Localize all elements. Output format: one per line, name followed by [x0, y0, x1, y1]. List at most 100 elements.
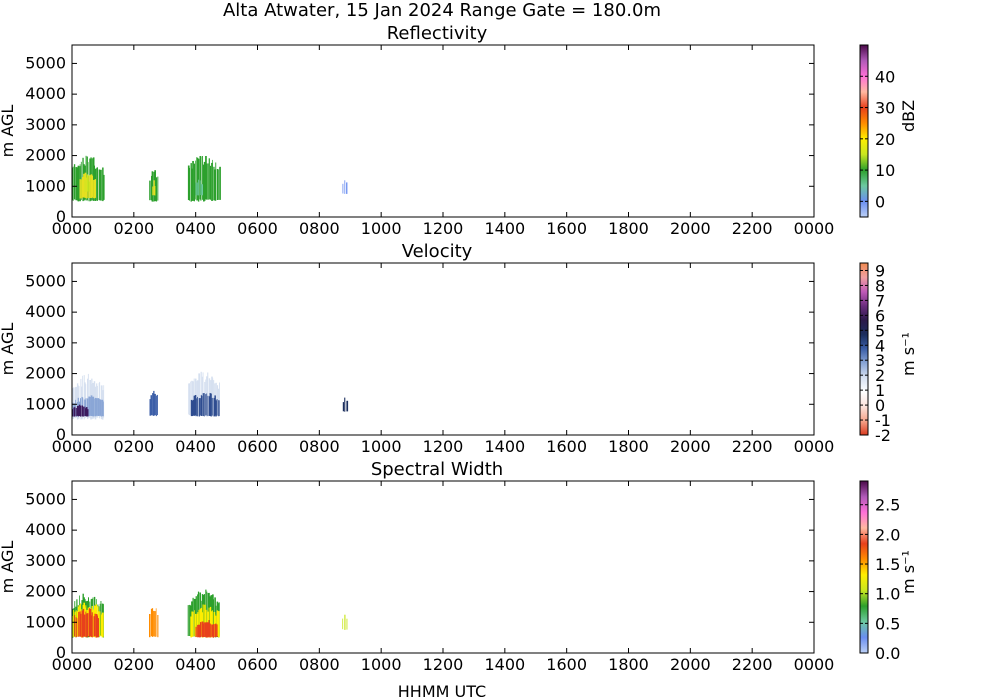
echo-stroke — [155, 608, 157, 637]
echo-layer — [72, 589, 348, 638]
echo-stroke — [75, 408, 77, 417]
echo-stroke — [93, 179, 96, 199]
y-tick-label: 3000 — [25, 115, 66, 134]
echo-stroke — [200, 622, 202, 638]
echo-stroke — [76, 383, 79, 420]
echo-stroke — [199, 398, 201, 416]
echo-stroke — [205, 394, 206, 416]
echo-stroke — [216, 624, 218, 637]
echo-stroke — [207, 372, 209, 417]
x-tick-label: 1600 — [546, 437, 587, 456]
echo-stroke — [212, 624, 214, 638]
echo-stroke — [191, 380, 193, 416]
echo-stroke — [189, 604, 191, 636]
echo-stroke — [195, 160, 196, 200]
figure-xlabel: HHMM UTC — [398, 682, 486, 700]
y-tick-label: 1000 — [25, 176, 66, 195]
echo-stroke — [100, 601, 102, 636]
echo-stroke — [89, 175, 91, 199]
echo-stroke — [201, 621, 204, 638]
y-tick-label: 0 — [56, 425, 66, 444]
echo-stroke — [149, 399, 151, 416]
x-tick-label: 1600 — [546, 219, 587, 238]
echo-stroke — [188, 383, 191, 416]
echo-stroke — [192, 381, 194, 415]
echo-stroke — [97, 167, 98, 201]
echo-stroke — [83, 173, 85, 198]
echo-stroke — [218, 400, 219, 417]
echo-stroke — [86, 174, 89, 192]
x-tick-label: 1800 — [608, 437, 649, 456]
echo-stroke — [154, 611, 156, 637]
echo-stroke — [152, 186, 154, 196]
echo-stroke — [149, 180, 151, 201]
echo-stroke — [190, 399, 193, 417]
echo-stroke — [156, 394, 158, 416]
echo-stroke — [87, 398, 89, 417]
colorbar-tick-label: 3 — [875, 351, 885, 370]
echo-stroke — [187, 605, 189, 636]
echo-stroke — [218, 613, 220, 638]
echo-stroke — [75, 386, 77, 418]
echo-stroke — [191, 168, 193, 201]
echo-stroke — [208, 620, 210, 637]
colorbar-tick-label: 1.0 — [875, 585, 900, 604]
y-axis-label: m AGL — [0, 541, 17, 594]
echo-stroke — [74, 406, 76, 417]
echo-stroke — [94, 179, 96, 198]
x-tick-label: 1000 — [361, 655, 402, 674]
x-tick-label: 0400 — [175, 437, 216, 456]
panel-title: Reflectivity — [387, 23, 488, 44]
colorbar-tick-label: 2.0 — [875, 525, 900, 544]
echo-stroke — [103, 385, 105, 418]
echo-stroke — [85, 177, 88, 199]
echo-stroke — [90, 174, 93, 198]
colorbar-tick-label: 9 — [875, 261, 885, 280]
echo-stroke — [78, 406, 80, 417]
echo-stroke — [193, 163, 195, 202]
echo-stroke — [101, 399, 104, 417]
echo-stroke — [219, 382, 220, 416]
echo-stroke — [344, 180, 346, 194]
echo-stroke — [212, 599, 214, 636]
echo-stroke — [76, 611, 79, 637]
echo-stroke — [199, 180, 201, 195]
echo-stroke — [85, 611, 87, 637]
echo-stroke — [92, 396, 95, 417]
echo-stroke — [154, 393, 156, 416]
echo-stroke — [203, 622, 205, 638]
echo-stroke — [200, 607, 202, 637]
echo-stroke — [87, 373, 89, 418]
y-tick-label: 4000 — [25, 302, 66, 321]
echo-stroke — [191, 611, 193, 637]
x-tick-label: 0200 — [113, 437, 154, 456]
y-tick-label: 2000 — [25, 146, 66, 165]
echo-stroke — [202, 156, 203, 200]
echo-stroke — [207, 395, 209, 416]
echo-stroke — [211, 162, 213, 201]
x-tick-label: 1200 — [423, 219, 464, 238]
colorbar-tick-label: 2.5 — [875, 496, 900, 515]
colorbar-tick-label: 6 — [875, 306, 885, 325]
echo-stroke — [73, 164, 76, 200]
echo-stroke — [150, 608, 153, 637]
echo-stroke — [81, 610, 84, 638]
echo-stroke — [81, 405, 83, 417]
echo-stroke — [201, 395, 203, 416]
echo-stroke — [91, 397, 93, 416]
y-tick-label: 0 — [56, 207, 66, 226]
x-tick-label: 1000 — [361, 219, 402, 238]
x-tick-label: 0000 — [52, 437, 93, 456]
y-tick-label: 1000 — [25, 612, 66, 631]
echo-stroke — [95, 614, 98, 638]
echo-stroke — [188, 167, 190, 201]
echo-stroke — [157, 615, 159, 638]
colorbar-tick-label: 4 — [875, 336, 885, 355]
echo-stroke — [197, 624, 199, 638]
colorbar-tick-label: 8 — [875, 276, 885, 295]
echo-stroke — [88, 181, 90, 192]
echo-stroke — [198, 624, 200, 638]
echo-stroke — [83, 375, 85, 420]
echo-stroke — [192, 161, 194, 201]
echo-stroke — [194, 613, 197, 637]
